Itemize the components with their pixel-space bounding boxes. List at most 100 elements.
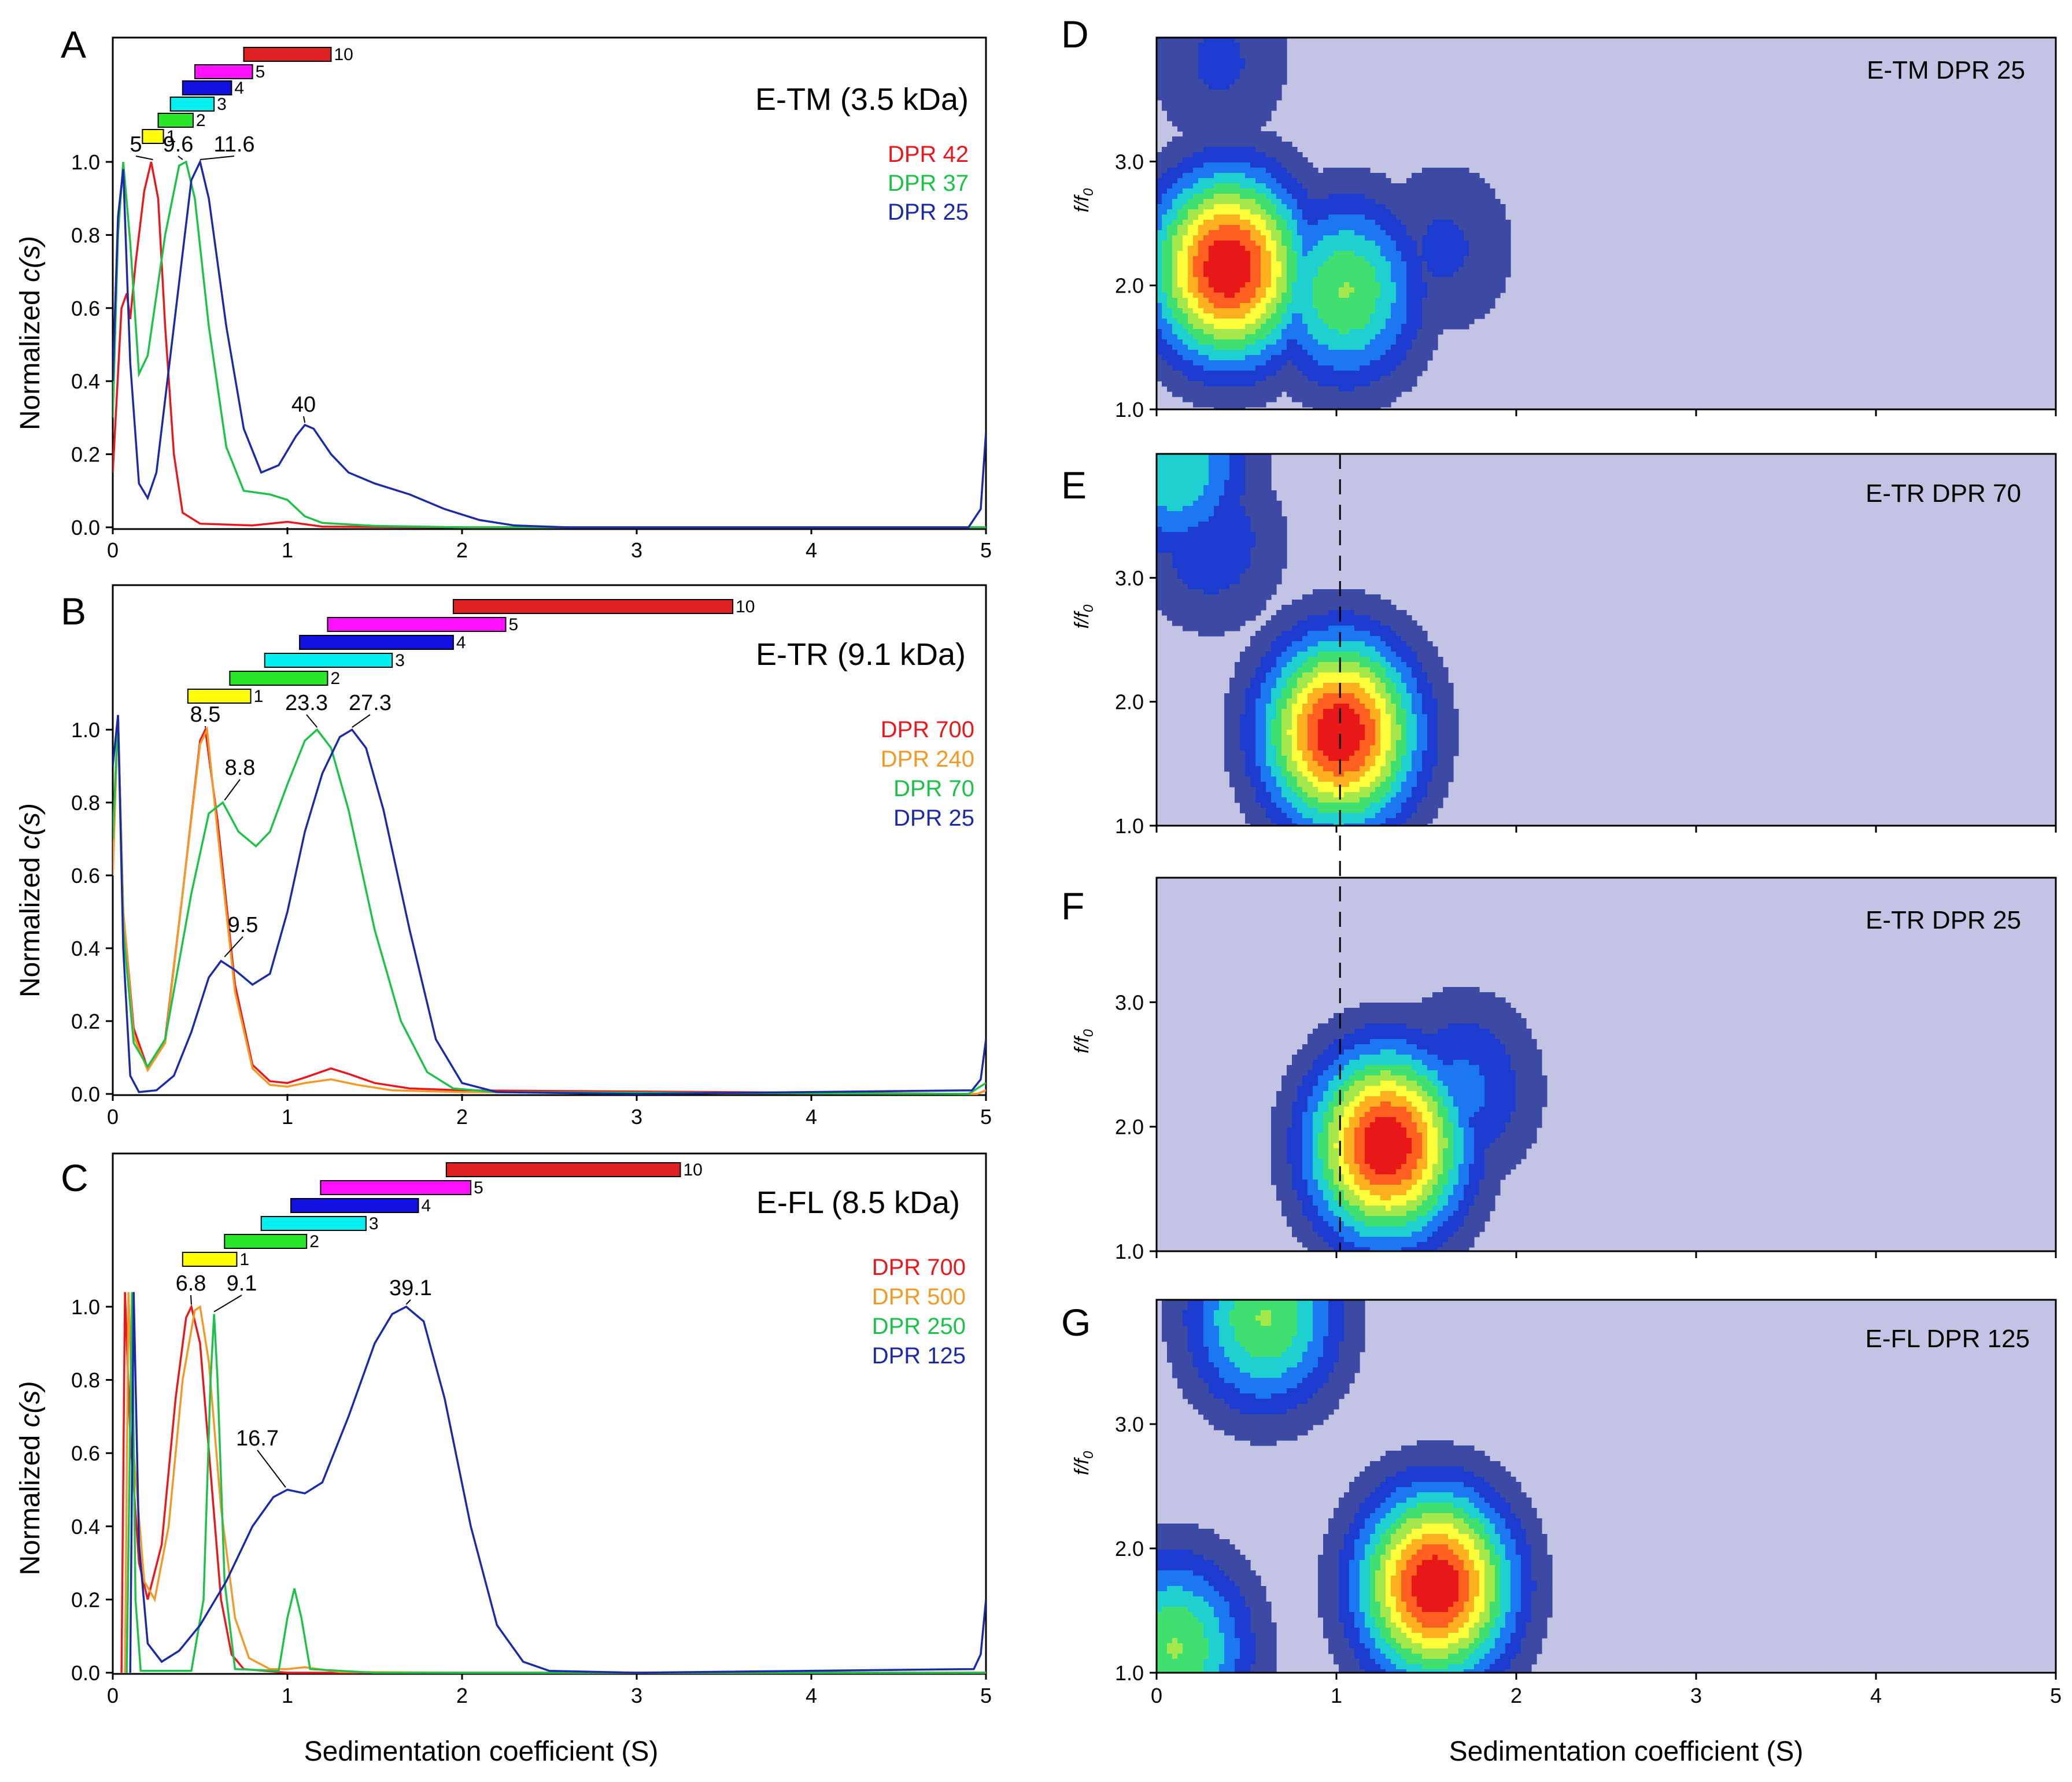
contour-cell (1172, 345, 1178, 350)
contour-cell (1412, 277, 1417, 283)
contour-cell (1302, 360, 1308, 366)
contour-cell (1255, 600, 1261, 605)
contour-cell (1183, 558, 1188, 564)
contour-cell (1484, 282, 1490, 288)
contour-cell (1370, 360, 1376, 366)
y-axis-label-ffo: f/f0 (1071, 188, 1096, 212)
contour-cell (1177, 157, 1183, 163)
contour-cell (1334, 256, 1339, 262)
contour-cell (1396, 261, 1402, 267)
contour-cell (1391, 324, 1397, 330)
contour-cell (1396, 657, 1402, 663)
contour-cell (1261, 95, 1266, 101)
contour-cell (1177, 605, 1183, 611)
contour-cell (1328, 631, 1334, 637)
contour-cell (1401, 194, 1407, 199)
contour-cell (1188, 194, 1194, 199)
contour-cell (1328, 204, 1334, 210)
contour-cell (1401, 365, 1407, 371)
contour-cell (1360, 209, 1365, 215)
contour-cell (1162, 527, 1168, 533)
contour-cell (1209, 225, 1214, 231)
contour-cell (1203, 329, 1209, 335)
contour-cell (1266, 246, 1272, 252)
contour-cell (1214, 215, 1220, 220)
contour-cell (1292, 646, 1298, 652)
contour-cell (1323, 615, 1329, 621)
contour-cell (1193, 110, 1199, 116)
contour-cell (1219, 43, 1225, 49)
contour-cell (1386, 652, 1391, 657)
contour-cell (1250, 615, 1256, 621)
contour-cell (1349, 688, 1355, 694)
contour-cell (1302, 241, 1308, 246)
contour-cell (1188, 199, 1194, 205)
contour-cell (1188, 615, 1194, 621)
contour-cell (1490, 261, 1495, 267)
contour-cell (1266, 282, 1272, 288)
contour-cell (1209, 620, 1214, 626)
contour-cell (1209, 256, 1214, 262)
contour-cell (1245, 58, 1251, 64)
contour-cell (1240, 53, 1246, 59)
contour-cell (1183, 365, 1188, 371)
contour-cell (1380, 641, 1386, 647)
contour-cell (1229, 688, 1235, 694)
contour-cell (1464, 204, 1469, 210)
contour-cell (1266, 225, 1272, 231)
contour-cell (1271, 527, 1277, 533)
contour-cell (1177, 225, 1183, 231)
contour-cell (1261, 74, 1266, 80)
contour-cell (1318, 589, 1324, 595)
contour-cell (1209, 136, 1214, 142)
contour-cell (1235, 516, 1240, 522)
contour-cell (1464, 282, 1469, 288)
contour-cell (1245, 563, 1251, 569)
contour-cell (1162, 308, 1168, 314)
contour-cell (1354, 672, 1360, 678)
contour-cell (1229, 365, 1235, 371)
contour-cell (1177, 558, 1183, 564)
contour-cell (1391, 646, 1397, 652)
contour-cell (1365, 209, 1371, 215)
contour-cell (1209, 329, 1214, 335)
contour-cell (1162, 147, 1168, 153)
contour-cell (1203, 199, 1209, 205)
contour-cell (1209, 345, 1214, 350)
contour-cell (1334, 267, 1339, 272)
contour-cell (1281, 610, 1287, 616)
contour-cell (1287, 662, 1292, 668)
contour-cell (1391, 678, 1397, 683)
contour-cell (1240, 246, 1246, 252)
contour-cell (1193, 454, 1199, 460)
contour-cell (1229, 553, 1235, 559)
contour-cell (1229, 334, 1235, 340)
contour-cell (1438, 277, 1443, 283)
contour-cell (1245, 501, 1251, 506)
contour-cell (1261, 350, 1266, 356)
contour-cell (1281, 157, 1287, 163)
contour-cell (1209, 402, 1214, 408)
contour-cell (1219, 329, 1225, 335)
contour-cell (1406, 667, 1412, 673)
contour-cell (1412, 672, 1417, 678)
contour-cell (1484, 272, 1490, 278)
contour-cell (1313, 334, 1318, 340)
contour-cell (1240, 194, 1246, 199)
contour-cell (1302, 329, 1308, 335)
contour-cell (1464, 256, 1469, 262)
contour-cell (1240, 371, 1246, 376)
contour-cell (1172, 178, 1178, 184)
contour-cell (1360, 381, 1365, 387)
contour-cell (1328, 376, 1334, 382)
contour-cell (1271, 683, 1277, 689)
contour-cell (1203, 293, 1209, 298)
contour-cell (1302, 631, 1308, 637)
contour-cell (1370, 683, 1376, 689)
contour-cell (1484, 246, 1490, 252)
contour-cell (1266, 574, 1272, 579)
contour-cell (1183, 261, 1188, 267)
contour-cell (1203, 355, 1209, 361)
contour-cell (1250, 480, 1256, 486)
contour-cell (1318, 386, 1324, 392)
